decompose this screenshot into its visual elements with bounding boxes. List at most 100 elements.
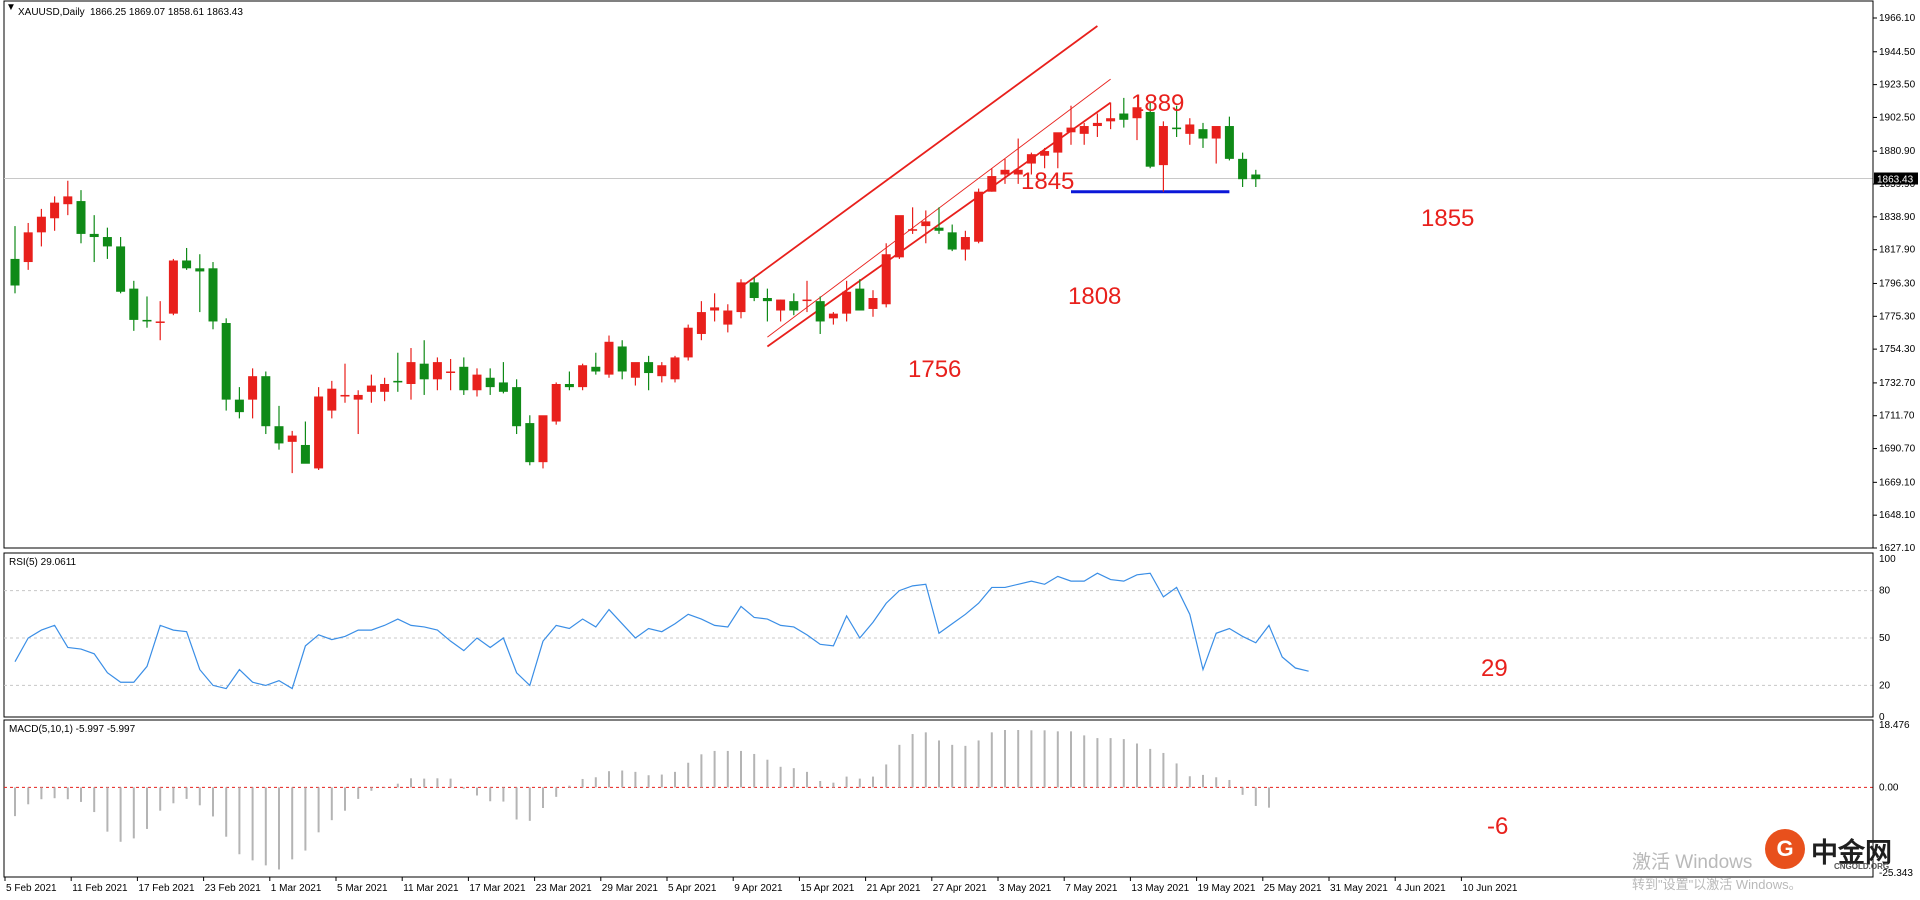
candle-body — [1092, 122, 1102, 127]
price-tick-label: 1838.90 — [1879, 212, 1916, 223]
price-tick-label: 1732.70 — [1879, 378, 1916, 389]
candle-body — [802, 299, 812, 302]
last-price-label: 1863.43 — [1877, 175, 1914, 186]
price-tick-label: 1648.10 — [1879, 510, 1916, 521]
candle-body — [327, 388, 337, 411]
candle-body — [393, 380, 403, 383]
time-tick-label: 17 Feb 2021 — [138, 883, 195, 894]
candle-body — [947, 232, 957, 250]
candle-body — [287, 435, 297, 442]
candle-body — [300, 444, 310, 464]
cngold-logo-icon: G — [1765, 829, 1805, 869]
candle-body — [1119, 113, 1129, 120]
price-tick-label: 1944.50 — [1879, 47, 1916, 58]
candle-body — [485, 377, 495, 388]
time-tick-label: 1 Mar 2021 — [271, 883, 322, 894]
candle-body — [89, 233, 99, 238]
annotation-1889: 1889 — [1131, 90, 1184, 117]
candle-body — [657, 365, 667, 377]
candle-body — [538, 415, 548, 463]
time-tick-label: 23 Feb 2021 — [205, 883, 262, 894]
candle-body — [749, 282, 759, 299]
candlestick-series — [10, 97, 1261, 474]
candle-body — [1066, 127, 1076, 133]
price-panel[interactable] — [3, 0, 1874, 549]
macd-tick-label: 0.00 — [1879, 782, 1899, 793]
panel-arrow-icon: ▼ — [6, 2, 16, 13]
macd-histogram — [4, 729, 1873, 870]
annotation-1855: 1855 — [1421, 205, 1474, 232]
candle-body — [248, 376, 258, 400]
time-tick-label: 9 Apr 2021 — [734, 883, 783, 894]
time-tick-label: 29 Mar 2021 — [602, 883, 659, 894]
candle-body — [498, 382, 508, 392]
time-tick-label: 7 May 2021 — [1065, 883, 1118, 894]
rsi-tick-label: 20 — [1879, 680, 1891, 691]
candle-body — [591, 366, 601, 372]
last-price-box — [1874, 172, 1918, 185]
price-tick-label: 1711.70 — [1879, 411, 1915, 422]
macd-tick-label: 18.476 — [1879, 720, 1910, 731]
price-tick-label: 1966.10 — [1879, 13, 1916, 24]
candle-body — [1013, 169, 1023, 175]
candle-body — [36, 216, 46, 233]
time-tick-label: 27 Apr 2021 — [933, 883, 987, 894]
price-tick-label: 1669.10 — [1879, 477, 1916, 488]
price-tick-label: 1880.90 — [1879, 146, 1916, 157]
candle-body — [406, 362, 416, 384]
candle-body — [234, 399, 244, 413]
price-tick-label: 1690.70 — [1879, 444, 1916, 455]
candle-body — [182, 260, 192, 269]
time-tick-label: 23 Mar 2021 — [536, 883, 593, 894]
candle-body — [908, 229, 918, 231]
candle-body — [50, 202, 60, 219]
candle-body — [432, 362, 442, 380]
time-tick-label: 3 May 2021 — [999, 883, 1052, 894]
candle-body — [1026, 154, 1036, 164]
rsi-axis: 100 80 50 20 0 — [1872, 553, 1896, 723]
rsi-tick-label: 80 — [1879, 586, 1891, 597]
time-tick-label: 17 Mar 2021 — [469, 883, 526, 894]
candle-body — [1251, 174, 1261, 180]
rsi-panel[interactable] — [3, 552, 1874, 718]
time-tick-label: 5 Apr 2021 — [668, 883, 717, 894]
candle-body — [736, 282, 746, 313]
candle-body — [683, 327, 693, 358]
ohlc-label: 1866.25 1869.07 1858.61 1863.43 — [90, 7, 243, 18]
candle-body — [842, 291, 852, 314]
price-tick-label: 1627.10 — [1879, 543, 1916, 554]
candle-body — [710, 307, 720, 311]
candle-body — [366, 385, 376, 392]
annotation-1808: 1808 — [1068, 283, 1121, 310]
candle-body — [974, 191, 984, 242]
time-tick-label: 31 May 2021 — [1330, 883, 1388, 894]
candle-body — [564, 383, 574, 388]
candle-body — [617, 346, 627, 372]
time-tick-label: 21 Apr 2021 — [867, 883, 921, 894]
candle-body — [828, 313, 838, 319]
price-tick-label: 1817.90 — [1879, 245, 1916, 256]
time-tick-label: 5 Feb 2021 — [6, 883, 57, 894]
candle-body — [1040, 151, 1050, 156]
candle-body — [512, 387, 522, 427]
candle-body — [340, 394, 350, 397]
price-tick-label: 1923.50 — [1879, 80, 1916, 91]
time-tick-label: 11 Feb 2021 — [72, 883, 128, 894]
candle-body — [868, 298, 878, 309]
time-tick-label: 11 Mar 2021 — [403, 883, 459, 894]
candle-body — [1000, 169, 1010, 175]
rsi-label: RSI(5) 29.0611 — [9, 557, 77, 568]
candle-body — [76, 201, 86, 234]
candle-body — [353, 394, 363, 400]
candle-body — [670, 357, 680, 380]
candle-body — [696, 312, 706, 334]
candle-body — [1145, 111, 1155, 167]
price-tick-label: 1859.90 — [1879, 179, 1916, 190]
logo-cn-text: 中金网 — [1811, 838, 1892, 868]
candle-body — [23, 232, 33, 263]
candle-body — [1198, 129, 1208, 139]
activate-windows-subtext: 转到"设置"以激活 Windows。 — [1632, 877, 1802, 892]
candle-body — [578, 365, 588, 388]
candle-body — [261, 376, 271, 427]
